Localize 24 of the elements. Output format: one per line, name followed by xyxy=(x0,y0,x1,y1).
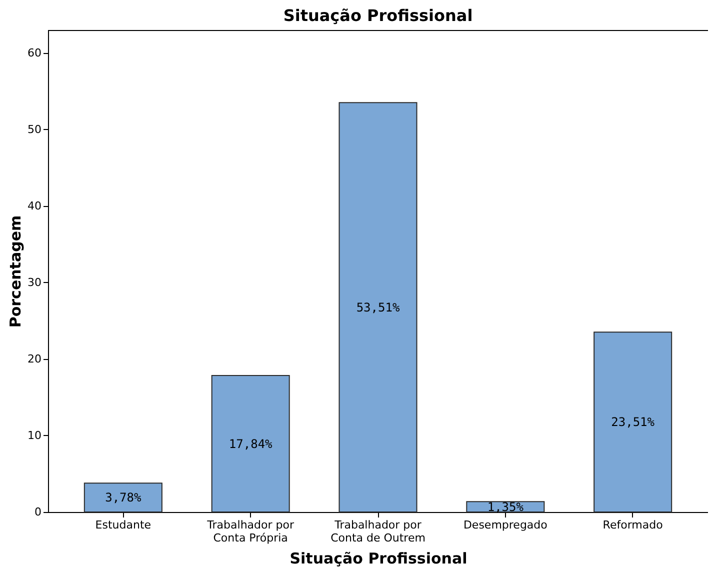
bar xyxy=(594,332,672,512)
x-tick-label: Estudante xyxy=(95,518,152,532)
x-tick-label: Trabalhador por Conta de Outrem xyxy=(330,518,426,544)
x-tick-label: Desempregado xyxy=(463,518,548,532)
y-tick-label: 20 xyxy=(28,352,42,366)
y-tick-label: 0 xyxy=(34,506,42,518)
bar xyxy=(211,375,290,512)
y-tick-label: 40 xyxy=(28,199,42,212)
bar xyxy=(84,482,162,512)
data-label: 17,84% xyxy=(228,436,274,451)
y-tick-label: 60 xyxy=(28,46,42,60)
bar xyxy=(338,102,418,512)
y-tick-label: 30 xyxy=(28,276,42,289)
data-label: 1,35% xyxy=(487,500,524,514)
chart-title: Situação Profissional xyxy=(283,6,473,25)
y-tick-label: 10 xyxy=(28,428,42,442)
x-axis-title: Situação Profissional xyxy=(290,550,468,568)
data-label: 53,51% xyxy=(356,300,400,314)
data-label: 3,78% xyxy=(105,490,142,505)
x-tick-label: Reformado xyxy=(602,518,664,532)
data-label: 23,51% xyxy=(611,415,656,430)
y-tick-label: 50 xyxy=(28,122,42,136)
y-axis-title: Porcentagem xyxy=(6,215,25,328)
x-tick-label: Trabalhador por Conta Própria xyxy=(206,518,294,544)
